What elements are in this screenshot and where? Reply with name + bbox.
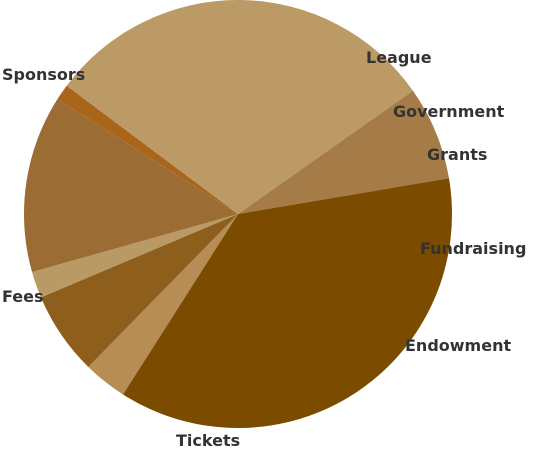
slice-endowment <box>57 85 239 214</box>
label-fundraising: Fundraising <box>420 239 526 258</box>
pie-slices <box>23 0 452 429</box>
slice-fundraising <box>23 99 238 273</box>
slice-sponsors <box>123 178 452 429</box>
label-league: League <box>366 48 432 67</box>
label-sponsors: Sponsors <box>2 65 85 84</box>
slice-grants <box>32 214 238 298</box>
label-fees: Fees <box>2 287 44 306</box>
slice-government <box>40 214 238 367</box>
label-grants: Grants <box>427 145 487 164</box>
slice-tickets <box>66 0 413 215</box>
slice-fees <box>238 90 449 214</box>
label-tickets: Tickets <box>176 431 240 450</box>
slice-league <box>88 214 238 395</box>
label-government: Government <box>393 102 505 121</box>
label-endowment: Endowment <box>405 336 511 355</box>
pie-labels: League Government Grants Fundraising End… <box>2 48 526 450</box>
